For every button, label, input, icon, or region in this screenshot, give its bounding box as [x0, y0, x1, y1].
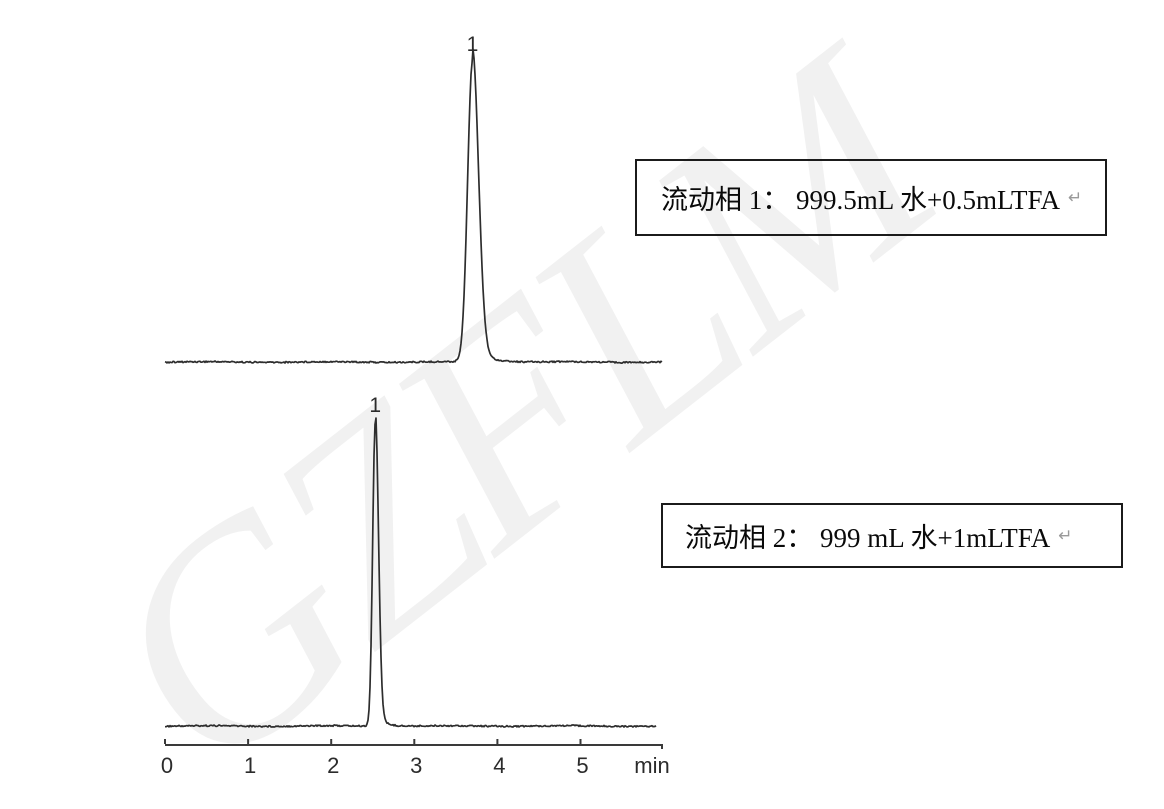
annotation-text-mobile-phase-2: 流动相 2： 999 mL 水+1mLTFA	[685, 523, 1051, 553]
axis-tick-label: 0	[161, 753, 173, 778]
annotation-text-mobile-phase-1: 流动相 1： 999.5mL 水+0.5mLTFA	[661, 185, 1060, 215]
axis-tick-label: 5	[576, 753, 588, 778]
paragraph-return-mark: ↵	[1068, 187, 1083, 208]
paragraph-return-mark: ↵	[1058, 525, 1073, 546]
axis-tick-label: 2	[327, 753, 339, 778]
annotation-box-mobile-phase-2: 流动相 2： 999 mL 水+1mLTFA ↵	[661, 503, 1123, 568]
peak-label-chromatogram-mobile-phase-2: 1	[369, 394, 381, 417]
axis-unit-label: min	[634, 753, 669, 778]
time-axis	[165, 744, 663, 749]
trace-chromatogram-mobile-phase-2	[165, 417, 657, 728]
axis-tick-label: 4	[493, 753, 505, 778]
trace-chromatogram-mobile-phase-1	[164, 48, 663, 364]
axis-tick-label: 3	[410, 753, 422, 778]
axis-tick-label: 1	[244, 753, 256, 778]
peak-label-chromatogram-mobile-phase-1: 1	[467, 33, 479, 56]
annotation-box-mobile-phase-1: 流动相 1： 999.5mL 水+0.5mLTFA ↵	[635, 159, 1107, 236]
